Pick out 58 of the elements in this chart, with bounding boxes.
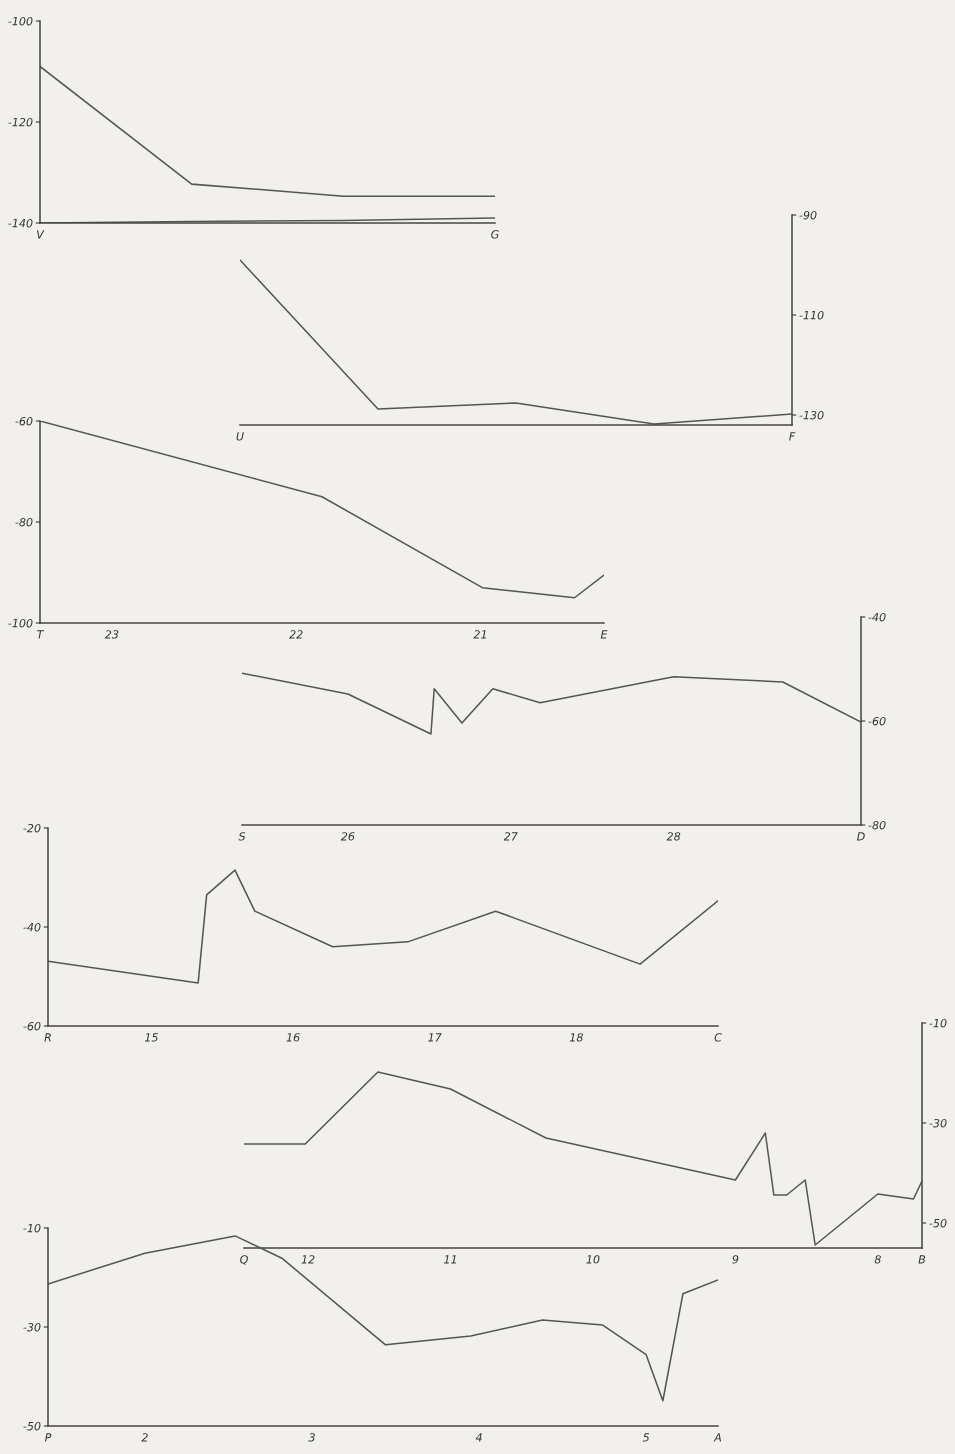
y-tick-label: -100 bbox=[8, 16, 33, 26]
y-tick-label: -140 bbox=[8, 218, 33, 228]
x-tick-label: F bbox=[789, 432, 796, 441]
x-tick-label: A bbox=[713, 1433, 722, 1442]
x-tick-label: G bbox=[491, 230, 499, 239]
x-tick-label: S bbox=[238, 832, 246, 841]
x-tick-label: 11 bbox=[444, 1255, 456, 1264]
y-tick-label: -110 bbox=[799, 310, 824, 320]
line-series bbox=[242, 672, 861, 735]
line-series bbox=[48, 1235, 718, 1402]
x-tick-label: 8 bbox=[874, 1255, 881, 1264]
y-tick-label: -90 bbox=[799, 210, 817, 220]
y-tick-label: -120 bbox=[8, 117, 33, 127]
x-tick-label: 15 bbox=[144, 1033, 158, 1042]
x-tick-label: D bbox=[857, 832, 865, 841]
x-tick-label: 16 bbox=[286, 1033, 300, 1042]
y-tick-label: -100 bbox=[8, 618, 33, 628]
y-tick-label: -60 bbox=[868, 716, 886, 726]
x-tick-label: 17 bbox=[428, 1033, 442, 1042]
y-tick-label: -130 bbox=[799, 410, 824, 420]
x-tick-label: V bbox=[37, 230, 45, 239]
x-tick-label: 5 bbox=[642, 1433, 650, 1442]
y-tick-label: -10 bbox=[23, 1223, 41, 1233]
y-tick-label: -80 bbox=[868, 820, 886, 830]
y-tick-label: -80 bbox=[15, 517, 33, 527]
y-tick-label: -30 bbox=[929, 1118, 947, 1128]
y-tick-label: -40 bbox=[23, 922, 41, 932]
y-tick-label: -20 bbox=[23, 823, 41, 833]
x-tick-label: 28 bbox=[666, 832, 681, 841]
x-tick-label: 2 bbox=[141, 1433, 148, 1442]
line-series bbox=[48, 869, 718, 984]
y-tick-label: -60 bbox=[15, 416, 33, 426]
x-tick-label: B bbox=[918, 1255, 926, 1264]
y-tick-label: -30 bbox=[23, 1322, 41, 1332]
x-tick-label: P bbox=[44, 1433, 52, 1442]
y-tick-label: -50 bbox=[929, 1218, 947, 1228]
x-tick-label: E bbox=[600, 630, 608, 639]
y-tick-label: -10 bbox=[929, 1018, 947, 1028]
x-tick-label: 4 bbox=[475, 1433, 482, 1442]
x-tick-label: 9 bbox=[732, 1255, 739, 1264]
y-tick-label: -50 bbox=[23, 1421, 41, 1431]
y-tick-label: -40 bbox=[868, 612, 886, 622]
x-tick-label: C bbox=[714, 1033, 722, 1042]
x-tick-label: 18 bbox=[569, 1033, 583, 1042]
y-tick-label: -60 bbox=[23, 1021, 41, 1031]
x-tick-label: 21 bbox=[473, 630, 486, 639]
x-tick-label: Q bbox=[240, 1255, 248, 1265]
x-tick-label: 22 bbox=[289, 630, 303, 639]
x-tick-label: 10 bbox=[586, 1255, 600, 1264]
x-tick-label: 26 bbox=[340, 832, 355, 841]
x-tick-label: R bbox=[44, 1033, 51, 1042]
x-tick-label: U bbox=[236, 432, 244, 441]
x-tick-label: 3 bbox=[308, 1433, 315, 1442]
x-tick-label: 27 bbox=[503, 832, 518, 841]
x-tick-label: T bbox=[37, 630, 45, 639]
line-series bbox=[40, 421, 604, 599]
x-tick-label: 23 bbox=[104, 630, 119, 639]
x-tick-label: 12 bbox=[301, 1255, 315, 1264]
